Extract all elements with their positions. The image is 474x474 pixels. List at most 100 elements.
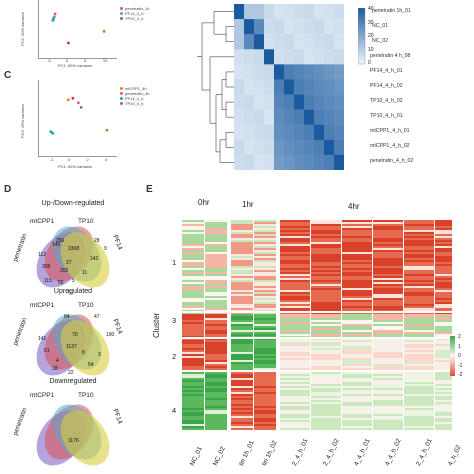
correlation-cell bbox=[334, 94, 344, 110]
expression-cell bbox=[231, 282, 253, 285]
expression-cell bbox=[373, 398, 403, 401]
expression-cell bbox=[435, 348, 452, 351]
expression-cell bbox=[404, 268, 434, 271]
expression-column-label: NC_01 bbox=[189, 445, 204, 467]
expression-cell bbox=[280, 386, 310, 389]
expression-cell bbox=[231, 346, 253, 349]
expression-cell bbox=[435, 328, 452, 331]
expression-cell bbox=[205, 376, 227, 379]
expression-cell bbox=[373, 302, 403, 305]
expression-cell bbox=[435, 384, 452, 387]
correlation-cell bbox=[314, 109, 325, 125]
expression-cell bbox=[205, 428, 227, 430]
expression-cell bbox=[254, 342, 276, 345]
expression-cell bbox=[205, 412, 227, 415]
correlation-cell bbox=[234, 94, 245, 110]
expression-cell bbox=[182, 252, 204, 255]
correlation-cell bbox=[324, 49, 335, 65]
expression-cell bbox=[435, 284, 452, 287]
expression-cell bbox=[280, 424, 310, 427]
expression-column-label: 4_4_h_01 bbox=[353, 437, 372, 467]
expression-column-label: 2_4_h_02 bbox=[322, 437, 341, 467]
correlation-cell bbox=[234, 19, 245, 35]
venn-count: 145 bbox=[52, 242, 61, 248]
expression-cell bbox=[404, 416, 434, 419]
expression-cell bbox=[435, 232, 452, 235]
expression-cell bbox=[231, 376, 253, 379]
pca-top-point bbox=[52, 15, 56, 19]
expression-cell bbox=[205, 266, 227, 269]
expression-cell bbox=[254, 406, 276, 409]
expression-cell bbox=[231, 308, 253, 311]
expression-cell bbox=[404, 264, 434, 267]
expression-cell bbox=[342, 258, 372, 261]
expression-cell bbox=[280, 326, 310, 329]
expression-cell bbox=[404, 354, 434, 357]
expression-cell bbox=[435, 362, 452, 365]
expression-cell bbox=[404, 368, 434, 371]
expression-cell bbox=[311, 276, 341, 279]
time-labels: 0hr 1hr 4hr bbox=[172, 198, 462, 218]
expression-cell bbox=[280, 276, 310, 279]
expression-cell bbox=[205, 418, 227, 421]
expression-cell bbox=[373, 344, 403, 347]
expression-cell bbox=[311, 232, 341, 235]
expression-cell bbox=[280, 404, 310, 407]
expression-cell bbox=[182, 358, 204, 361]
expression-cell bbox=[231, 250, 253, 253]
expression-cell bbox=[231, 420, 253, 423]
expression-cell bbox=[231, 352, 253, 355]
expression-cell bbox=[231, 366, 253, 369]
expression-cell bbox=[373, 234, 403, 237]
expression-cell bbox=[205, 324, 227, 327]
expression-cell bbox=[311, 392, 341, 395]
expression-cell bbox=[231, 380, 253, 383]
expression-cell bbox=[404, 396, 434, 399]
cluster-label-3: 3 bbox=[172, 316, 177, 325]
expression-cell bbox=[254, 408, 276, 411]
correlation-cell bbox=[324, 124, 335, 141]
expression-cell bbox=[435, 296, 452, 299]
correlation-cell bbox=[254, 154, 265, 170]
expression-cell bbox=[404, 316, 434, 319]
expression-cell bbox=[280, 388, 310, 391]
expression-cell bbox=[231, 360, 253, 363]
expression-cell bbox=[404, 360, 434, 363]
expression-cell bbox=[182, 372, 204, 375]
expression-cell bbox=[435, 420, 452, 423]
expression-cell bbox=[231, 306, 253, 309]
expression-column-label: tin 1h_02 bbox=[261, 439, 279, 467]
expression-cell bbox=[231, 286, 253, 289]
expression-cell bbox=[435, 236, 452, 239]
expression-cell bbox=[404, 374, 434, 377]
pca-top-xtick: 10 bbox=[102, 58, 108, 63]
expression-cell bbox=[311, 290, 341, 293]
expression-cell bbox=[182, 300, 204, 303]
expression-cell bbox=[373, 296, 403, 299]
expression-cell bbox=[404, 418, 434, 421]
expression-cell bbox=[342, 420, 372, 423]
correlation-row-label: NC_01 bbox=[372, 22, 389, 29]
expression-cell bbox=[205, 302, 227, 305]
expression-cell bbox=[373, 376, 403, 379]
expression-cell bbox=[342, 236, 372, 239]
expression-cell bbox=[435, 224, 452, 227]
pca-c-point bbox=[51, 131, 55, 135]
correlation-cell bbox=[294, 94, 305, 110]
expression-cell bbox=[342, 238, 372, 241]
expression-cell bbox=[254, 262, 276, 265]
expression-cell bbox=[254, 278, 276, 281]
expression-cell bbox=[435, 300, 452, 303]
expression-column-label: NC_02 bbox=[212, 445, 227, 467]
expression-cell bbox=[435, 410, 452, 413]
correlation-cell bbox=[274, 124, 285, 141]
expression-cell bbox=[435, 400, 452, 403]
expression-cell bbox=[311, 320, 341, 323]
expression-cell bbox=[254, 354, 276, 357]
expression-cell bbox=[182, 318, 204, 321]
expression-cell bbox=[254, 330, 276, 333]
pca-top-xtick: -5 bbox=[47, 58, 51, 63]
expression-cell bbox=[435, 318, 452, 321]
expression-cell bbox=[311, 406, 341, 409]
expression-cell bbox=[311, 414, 341, 417]
